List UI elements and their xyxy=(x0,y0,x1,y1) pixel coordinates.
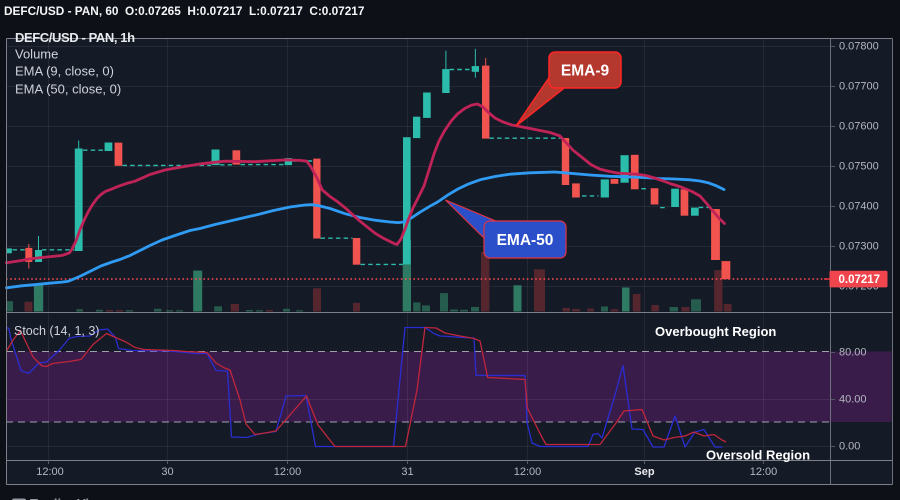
svg-text:12:00: 12:00 xyxy=(750,466,778,478)
svg-text:0.07500: 0.07500 xyxy=(839,161,879,173)
svg-text:EMA-9: EMA-9 xyxy=(561,63,610,80)
svg-text:0.07400: 0.07400 xyxy=(839,201,879,213)
svg-text:TradingView: TradingView xyxy=(30,496,107,500)
svg-text:EMA (9, close, 0): EMA (9, close, 0) xyxy=(15,64,114,79)
svg-text:Overbought Region: Overbought Region xyxy=(655,324,776,339)
svg-text:0.07300: 0.07300 xyxy=(839,241,879,253)
svg-text:Sep: Sep xyxy=(634,466,654,478)
svg-text:0.07800: 0.07800 xyxy=(839,41,879,53)
svg-text:Volume: Volume xyxy=(15,47,58,62)
svg-text:0.00: 0.00 xyxy=(839,441,860,453)
svg-text:EMA-50: EMA-50 xyxy=(497,232,554,249)
svg-text:DEFC/USD - PAN, 60 O:0.07265: DEFC/USD - PAN, 60 O:0.07265 H:0.07217 L… xyxy=(4,4,365,18)
svg-text:12:00: 12:00 xyxy=(274,466,302,478)
svg-text:EMA (50, close, 0): EMA (50, close, 0) xyxy=(15,82,121,97)
svg-text:80.00: 80.00 xyxy=(839,347,867,359)
svg-text:Oversold Region: Oversold Region xyxy=(706,448,810,463)
svg-text:40.00: 40.00 xyxy=(839,394,867,406)
svg-text:12:00: 12:00 xyxy=(514,466,542,478)
svg-text:12:00: 12:00 xyxy=(36,466,64,478)
svg-text:0.07600: 0.07600 xyxy=(839,121,879,133)
svg-text:30: 30 xyxy=(161,466,173,478)
svg-text:31: 31 xyxy=(401,466,413,478)
svg-text:0.07217: 0.07217 xyxy=(839,274,881,286)
svg-text:0.07700: 0.07700 xyxy=(839,81,879,93)
svg-text:Stoch (14, 1, 3): Stoch (14, 1, 3) xyxy=(14,324,99,338)
svg-text:DEFC/USD - PAN, 1h: DEFC/USD - PAN, 1h xyxy=(15,30,135,45)
